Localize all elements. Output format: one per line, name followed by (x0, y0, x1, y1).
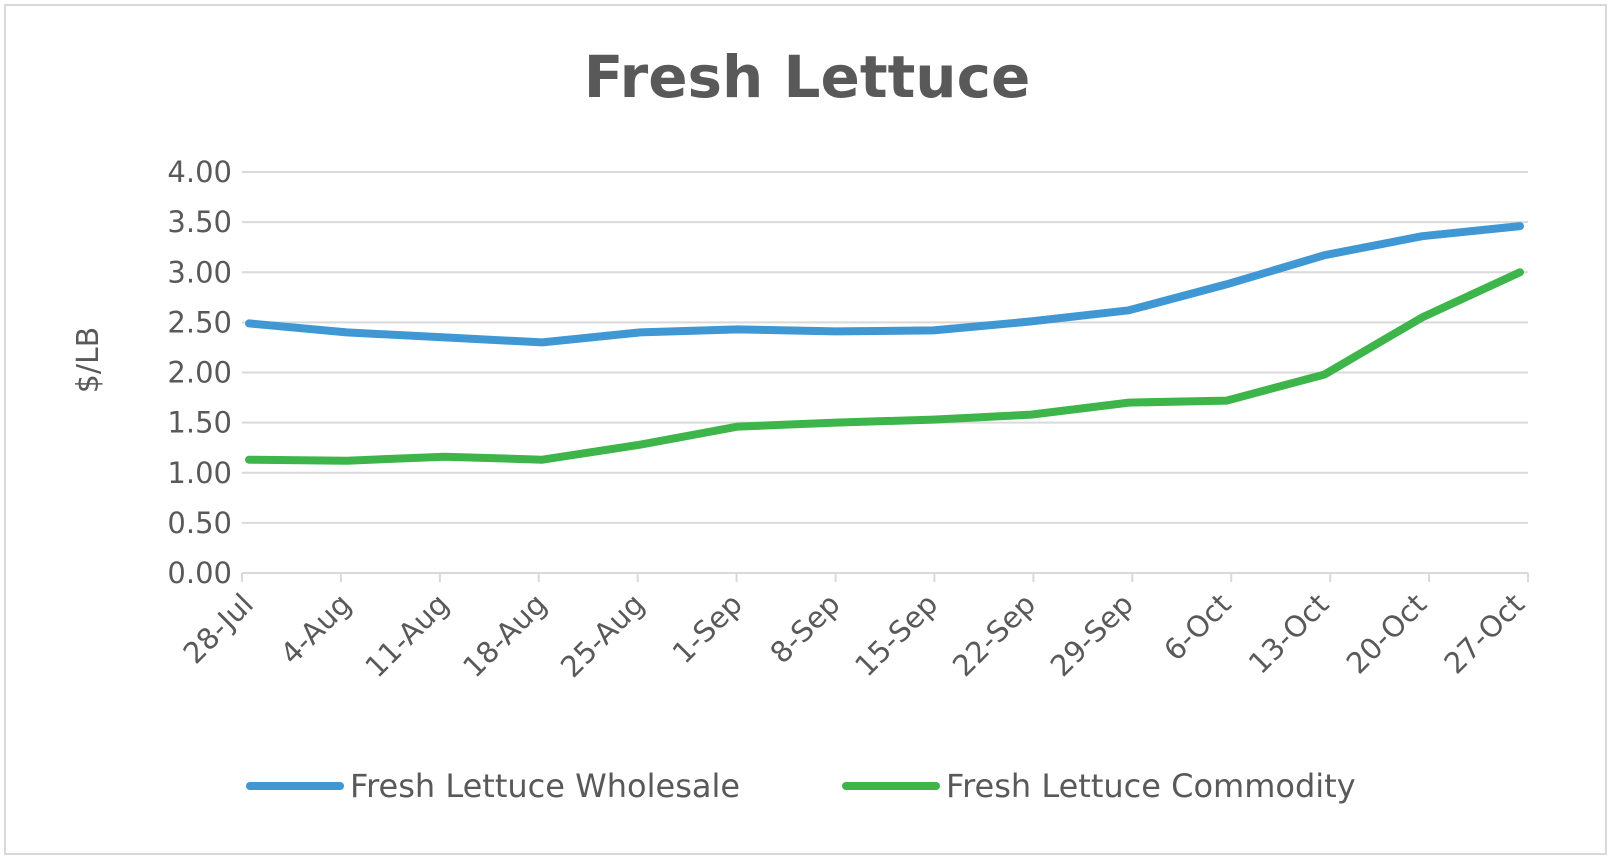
y-tick-label: 1.00 (167, 456, 232, 490)
x-tick-label: 29-Sep (1044, 587, 1140, 683)
series-line-commodity (245, 268, 1524, 465)
y-tick-label: 2.50 (167, 305, 232, 339)
x-tick-label: 13-Oct (1242, 587, 1336, 681)
y-tick-label: 0.50 (167, 506, 232, 540)
y-tick-label: 1.50 (167, 406, 232, 440)
y-tick-label: 0.00 (167, 556, 232, 590)
chart-frame (4, 4, 1607, 855)
gridlines (242, 171, 1528, 524)
x-tick-label: 28-Jul (177, 587, 260, 670)
legend-label-wholesale: Fresh Lettuce Wholesale (350, 767, 740, 805)
y-tick-label: 4.00 (167, 155, 232, 189)
series-line-wholesale (245, 222, 1524, 347)
x-axis (241, 572, 1529, 582)
x-tick-label: 1-Sep (666, 587, 749, 670)
x-tick-label: 15-Sep (848, 587, 944, 683)
chart-title: Fresh Lettuce (584, 43, 1031, 111)
x-tick-label: 20-Oct (1340, 587, 1434, 681)
x-tick-label: 4-Aug (274, 587, 358, 671)
x-tick-label: 27-Oct (1437, 587, 1531, 681)
x-tick-label: 18-Aug (456, 587, 553, 684)
y-tick-label: 3.00 (167, 255, 232, 289)
y-tick-label: 2.00 (167, 356, 232, 390)
y-tick-label: 3.50 (167, 205, 232, 239)
x-tick-label: 8-Sep (763, 587, 846, 670)
y-axis-label: $/LB (71, 327, 106, 394)
legend-item-wholesale: Fresh Lettuce Wholesale (246, 767, 740, 805)
x-tick-label: 25-Aug (554, 587, 651, 684)
legend-label-commodity: Fresh Lettuce Commodity (946, 767, 1356, 805)
y-tick-labels: 0.00 0.50 1.00 1.50 2.00 2.50 3.00 3.50 4.00 (167, 155, 232, 590)
x-tick-label: 11-Aug (358, 587, 455, 684)
x-tick-label: 22-Sep (946, 587, 1042, 683)
legend-item-commodity: Fresh Lettuce Commodity (842, 767, 1356, 805)
legend: Fresh Lettuce Wholesale Fresh Lettuce Co… (246, 767, 1356, 805)
x-tick-label: 6-Oct (1157, 587, 1238, 668)
x-tick-labels: 28-Jul 4-Aug 11-Aug 18-Aug 25-Aug 1-Sep 8-Sep 1… (177, 587, 1531, 684)
series-lines (245, 222, 1524, 465)
